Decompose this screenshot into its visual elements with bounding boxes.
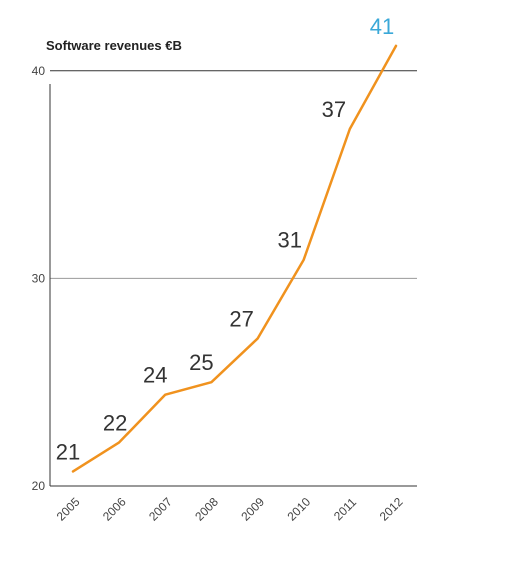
x-tick-label-2008: 2008 — [192, 495, 221, 524]
data-label-2007: 24 — [143, 363, 167, 388]
x-tick-label-2011: 2011 — [331, 495, 359, 523]
data-label-2012: 41 — [370, 14, 394, 39]
y-tick-label-40: 40 — [32, 64, 46, 78]
x-tick-label-2010: 2010 — [284, 495, 313, 524]
y-tick-label-20: 20 — [32, 479, 46, 493]
data-label-2006: 22 — [103, 410, 127, 435]
data-label-2005: 21 — [56, 439, 80, 464]
data-label-2011: 37 — [322, 97, 346, 122]
data-label-2010: 31 — [277, 228, 301, 253]
y-tick-label-30: 30 — [32, 271, 46, 285]
x-tick-label-2007: 2007 — [146, 495, 175, 524]
x-tick-label-2009: 2009 — [238, 495, 267, 524]
x-tick-label-2012: 2012 — [377, 495, 406, 524]
x-tick-label-2005: 2005 — [54, 495, 83, 524]
data-label-2009: 27 — [229, 307, 253, 332]
series-line — [71, 44, 398, 473]
x-tick-label-2006: 2006 — [100, 495, 129, 524]
data-label-2008: 25 — [189, 350, 213, 375]
chart-title: Software revenues €B — [46, 38, 182, 53]
